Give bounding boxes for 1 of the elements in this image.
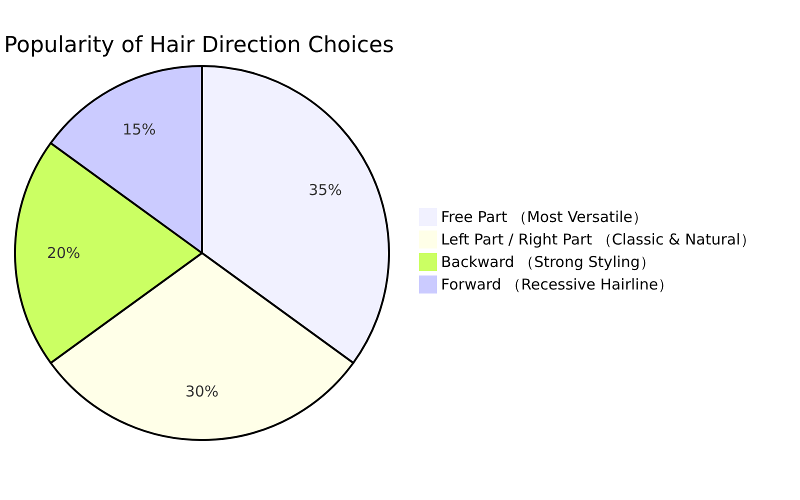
title: Popularity of Hair Direction Choices [4,33,394,58]
